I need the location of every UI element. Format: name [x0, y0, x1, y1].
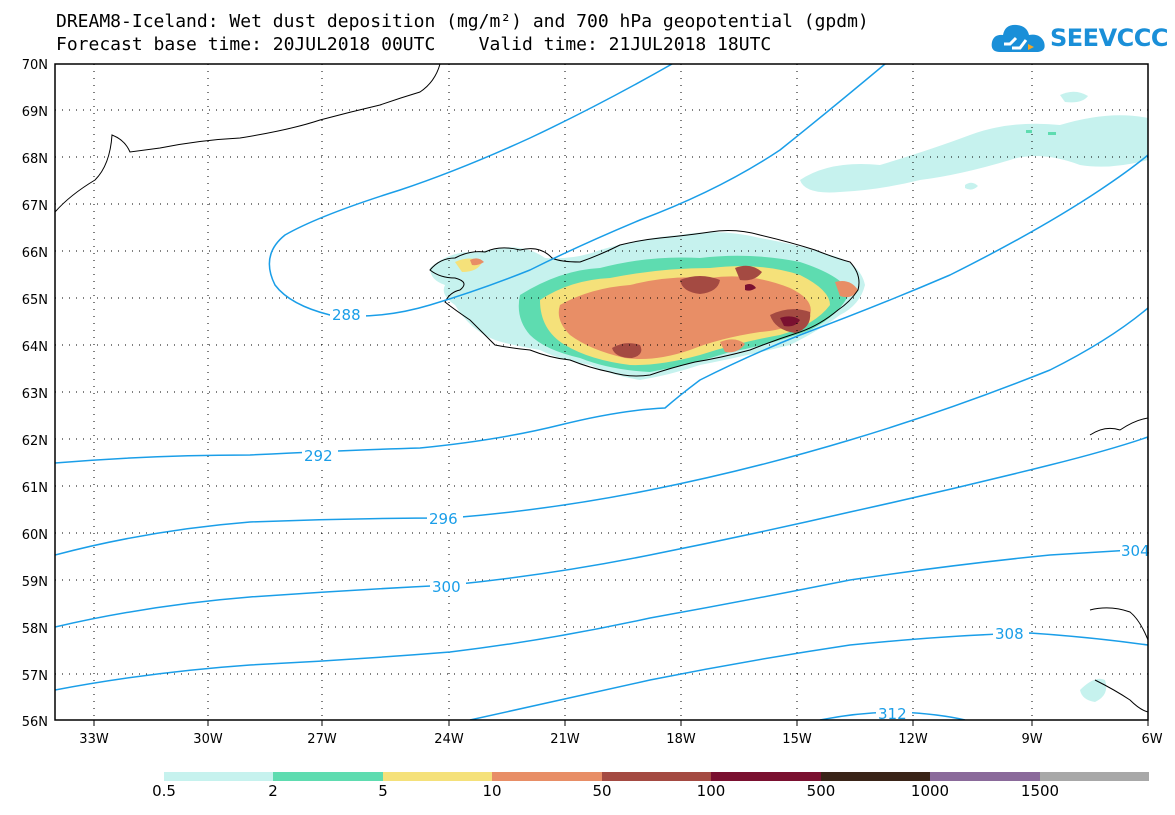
coastline: [55, 64, 1148, 713]
colorbar-swatch: [1040, 772, 1149, 781]
lat-label: 70N: [22, 58, 48, 73]
lon-label: 30W: [193, 732, 223, 747]
lat-label: 67N: [22, 199, 48, 214]
colorbar-label: 1500: [1020, 782, 1060, 800]
lat-label: 58N: [22, 622, 48, 637]
contour-label-312: 312: [878, 705, 907, 723]
lat-label: 65N: [22, 293, 48, 308]
contour-label-300: 300: [432, 578, 461, 596]
chart-title: DREAM8-Iceland: Wet dust deposition (mg/…: [56, 11, 869, 32]
chart-subtitle: Forecast base time: 20JUL2018 00UTC Vali…: [56, 34, 772, 55]
colorbar-swatch: [273, 772, 383, 781]
lat-label: 68N: [22, 152, 48, 167]
contour-label-288: 288: [332, 306, 361, 324]
lat-label: 69N: [22, 105, 48, 120]
seevccc-logo: SEEVCCC: [990, 20, 1169, 58]
colorbar: [164, 772, 1149, 781]
colorbar-label: 10: [482, 782, 502, 800]
lat-label: 59N: [22, 575, 48, 590]
cloud-icon: [991, 24, 1045, 52]
lat-label: 61N: [22, 481, 48, 496]
colorbar-swatch: [602, 772, 711, 781]
latitude-labels: 70N 69N 68N 67N 66N 65N 64N 63N 62N 61N …: [22, 58, 48, 730]
colorbar-swatch: [383, 772, 492, 781]
colorbar-swatch: [711, 772, 821, 781]
tick-marks: [93, 720, 1149, 726]
graticule: [55, 64, 1148, 720]
lon-label: 27W: [307, 732, 337, 747]
colorbar-label: 0.5: [152, 782, 176, 800]
lon-label: 9W: [1021, 732, 1042, 747]
colorbar-label: 2: [268, 782, 278, 800]
lat-label: 60N: [22, 528, 48, 543]
dust-deposition-field: [430, 91, 1148, 702]
colorbar-swatch: [930, 772, 1040, 781]
colorbar-label: 5: [378, 782, 388, 800]
contour-label-304: 304: [1121, 542, 1150, 560]
lon-label: 33W: [79, 732, 109, 747]
lat-label: 56N: [22, 715, 48, 730]
lat-label: 63N: [22, 387, 48, 402]
colorbar-swatch: [821, 772, 930, 781]
lat-label: 57N: [22, 669, 48, 684]
colorbar-swatch: [492, 772, 602, 781]
lat-label: 64N: [22, 340, 48, 355]
colorbar-label: 100: [696, 782, 726, 800]
lat-label: 66N: [22, 246, 48, 261]
lon-label: 15W: [782, 732, 812, 747]
longitude-labels: 33W 30W 27W 24W 21W 18W 15W 12W 9W 6W: [79, 732, 1162, 747]
colorbar-label: 500: [806, 782, 836, 800]
contour-labels: 288 292 296 300 304 308 312: [302, 306, 1150, 723]
lat-label: 62N: [22, 434, 48, 449]
colorbar-label: 1000: [910, 782, 950, 800]
colorbar-swatch: [164, 772, 273, 781]
lon-label: 21W: [550, 732, 580, 747]
lon-label: 24W: [434, 732, 464, 747]
lon-label: 6W: [1141, 732, 1162, 747]
logo-label: SEEVCCC: [1050, 24, 1169, 52]
contour-label-292: 292: [304, 447, 333, 465]
map-frame: [54, 63, 1149, 721]
contour-label-308: 308: [995, 625, 1024, 643]
lon-label: 18W: [666, 732, 696, 747]
contour-label-296: 296: [429, 510, 458, 528]
lon-label: 12W: [898, 732, 928, 747]
colorbar-label: 50: [592, 782, 612, 800]
